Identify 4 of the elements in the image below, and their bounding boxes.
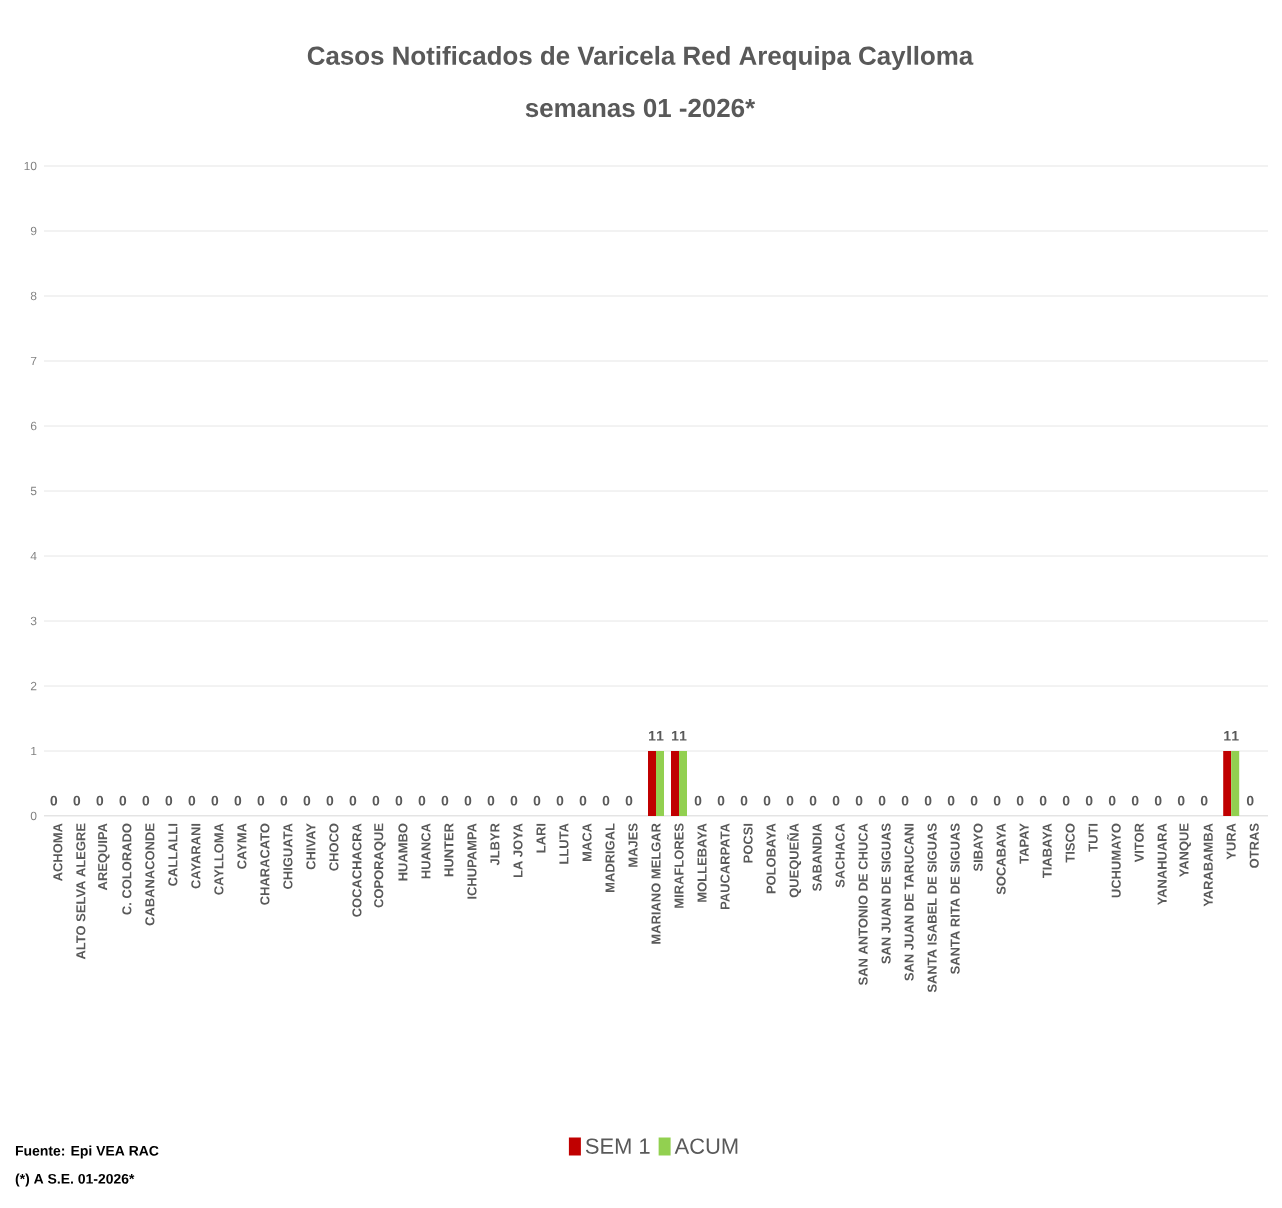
chart-subtitle: semanas 01 -2026* xyxy=(525,98,756,118)
chart-title: Casos Notificados de Varicela Red Arequipa Caylloma xyxy=(307,45,974,71)
legend-label: SEM 1 xyxy=(585,1138,650,1154)
legend-label: ACUM xyxy=(674,1138,738,1154)
